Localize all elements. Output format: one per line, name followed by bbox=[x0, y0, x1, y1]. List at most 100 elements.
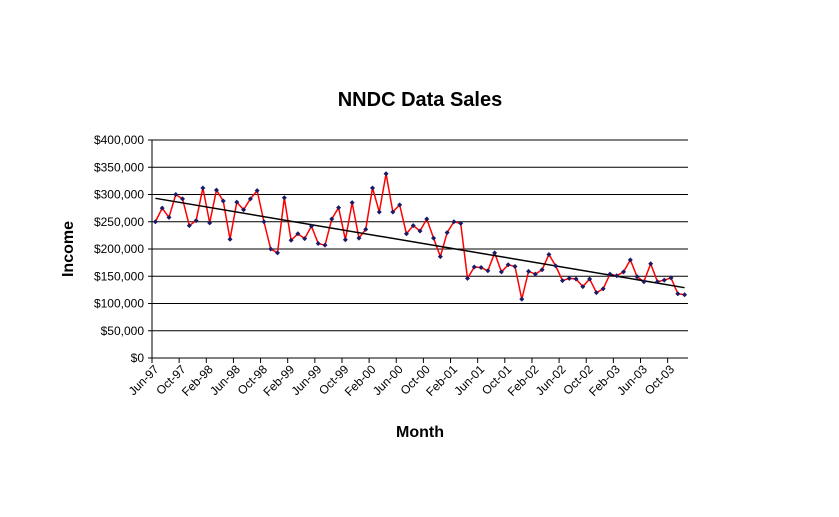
x-tick-label: Feb-98 bbox=[179, 362, 216, 399]
trendline bbox=[155, 197, 685, 289]
data-point bbox=[539, 267, 545, 273]
data-point bbox=[607, 271, 613, 277]
data-point bbox=[417, 228, 423, 234]
data-point bbox=[580, 284, 586, 290]
data-point bbox=[213, 187, 219, 193]
data-point bbox=[200, 185, 206, 191]
data-point bbox=[600, 286, 606, 292]
data-point bbox=[403, 231, 409, 237]
data-point bbox=[308, 223, 314, 229]
data-point bbox=[546, 251, 552, 257]
data-point bbox=[451, 219, 457, 225]
data-point bbox=[336, 205, 342, 211]
data-point bbox=[376, 209, 382, 215]
y-tick-label: $200,000 bbox=[94, 242, 144, 256]
x-tick-label: Feb-99 bbox=[260, 362, 297, 399]
data-point bbox=[186, 223, 192, 229]
data-point bbox=[322, 242, 328, 248]
data-point bbox=[315, 241, 321, 247]
y-tick-label: $300,000 bbox=[94, 188, 144, 202]
data-point bbox=[437, 254, 443, 260]
data-point bbox=[512, 263, 518, 269]
data-point bbox=[254, 188, 260, 194]
y-tick-label: $400,000 bbox=[94, 133, 144, 147]
data-point bbox=[410, 223, 416, 229]
data-point bbox=[383, 171, 389, 177]
data-point bbox=[492, 250, 498, 256]
data-point bbox=[349, 200, 355, 206]
data-point bbox=[654, 279, 660, 285]
data-point bbox=[471, 264, 477, 270]
data-point bbox=[397, 202, 403, 208]
data-point bbox=[152, 219, 158, 225]
x-tick-label: Jun-01 bbox=[451, 362, 487, 398]
data-point bbox=[519, 296, 525, 302]
x-tick-label: Oct-03 bbox=[642, 362, 678, 398]
data-point bbox=[180, 196, 186, 202]
data-point bbox=[173, 192, 179, 197]
data-point bbox=[281, 195, 287, 201]
data-point bbox=[458, 220, 464, 226]
x-tick-label: Jun-98 bbox=[207, 362, 243, 398]
data-point bbox=[363, 226, 369, 232]
x-tick-label: Jun-02 bbox=[533, 362, 569, 398]
data-point bbox=[444, 230, 450, 236]
data-point bbox=[648, 261, 654, 267]
data-point bbox=[390, 209, 396, 215]
data-point bbox=[295, 231, 301, 237]
data-point bbox=[193, 218, 199, 224]
data-point bbox=[464, 275, 470, 281]
data-point bbox=[424, 216, 430, 222]
x-tick-label: Feb-01 bbox=[423, 362, 460, 399]
data-point bbox=[342, 237, 348, 243]
data-point bbox=[275, 250, 281, 256]
data-point bbox=[302, 236, 308, 242]
x-tick-label: Jun-97 bbox=[126, 362, 162, 398]
data-line bbox=[154, 173, 685, 300]
data-point bbox=[478, 265, 484, 271]
data-point bbox=[627, 257, 633, 263]
x-tick-label: Feb-02 bbox=[505, 362, 542, 399]
data-point bbox=[668, 275, 674, 281]
data-point bbox=[559, 278, 565, 284]
x-tick-label: Feb-03 bbox=[586, 362, 623, 399]
data-point bbox=[485, 268, 491, 274]
x-tick-label: Jun-99 bbox=[288, 362, 324, 398]
y-tick-label: $50,000 bbox=[101, 324, 145, 338]
data-point bbox=[268, 246, 274, 252]
data-point bbox=[614, 273, 620, 279]
data-point bbox=[532, 271, 538, 277]
data-point bbox=[621, 269, 627, 275]
y-tick-label: $250,000 bbox=[94, 215, 144, 229]
y-tick-label: $100,000 bbox=[94, 297, 144, 311]
data-point bbox=[641, 279, 647, 285]
data-point bbox=[526, 268, 532, 274]
y-tick-label: $0 bbox=[131, 351, 145, 365]
data-point bbox=[166, 214, 172, 220]
data-point bbox=[247, 196, 253, 202]
y-axis-title: Income bbox=[60, 221, 77, 277]
x-tick-label: Feb-00 bbox=[342, 362, 379, 399]
data-point bbox=[498, 269, 504, 275]
data-point bbox=[207, 220, 213, 226]
data-point bbox=[241, 207, 247, 213]
data-point bbox=[682, 292, 688, 298]
data-point bbox=[329, 216, 335, 222]
data-point bbox=[220, 198, 226, 204]
data-point bbox=[573, 276, 579, 282]
y-tick-label: $350,000 bbox=[94, 160, 144, 174]
data-point bbox=[288, 237, 294, 243]
y-tick-label: $150,000 bbox=[94, 269, 144, 283]
chart-title: NNDC Data Sales bbox=[338, 89, 503, 111]
x-tick-label: Jun-03 bbox=[614, 362, 650, 398]
data-point bbox=[587, 276, 593, 282]
data-point bbox=[593, 290, 599, 296]
data-point bbox=[370, 185, 376, 191]
data-point bbox=[234, 199, 240, 205]
data-point bbox=[431, 235, 437, 241]
data-point bbox=[553, 263, 559, 269]
data-point bbox=[505, 262, 511, 268]
x-tick-label: Jun-00 bbox=[370, 362, 406, 398]
x-axis-title: Month bbox=[396, 424, 444, 441]
